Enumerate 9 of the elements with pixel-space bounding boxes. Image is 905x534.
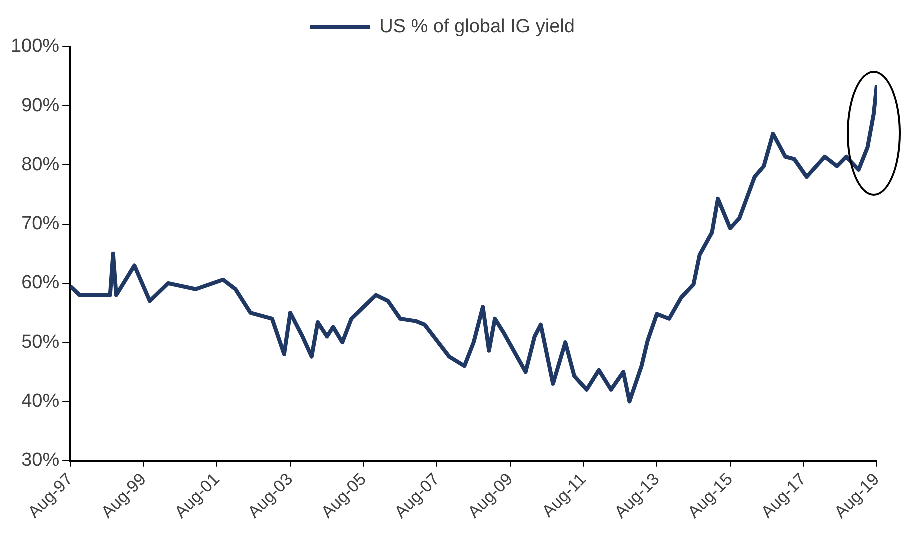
y-tick-label: 30% xyxy=(22,450,60,472)
y-tick-label: 100% xyxy=(10,36,60,58)
y-tick-label: 80% xyxy=(22,154,60,176)
y-tick-label: 90% xyxy=(22,95,60,116)
y-tick-label: 60% xyxy=(22,272,60,294)
y-tick-label: 40% xyxy=(22,390,60,412)
y-tick-label: 70% xyxy=(22,214,60,235)
legend-label: US % of global IG yield xyxy=(380,16,575,38)
y-tick-label: 50% xyxy=(22,332,60,353)
